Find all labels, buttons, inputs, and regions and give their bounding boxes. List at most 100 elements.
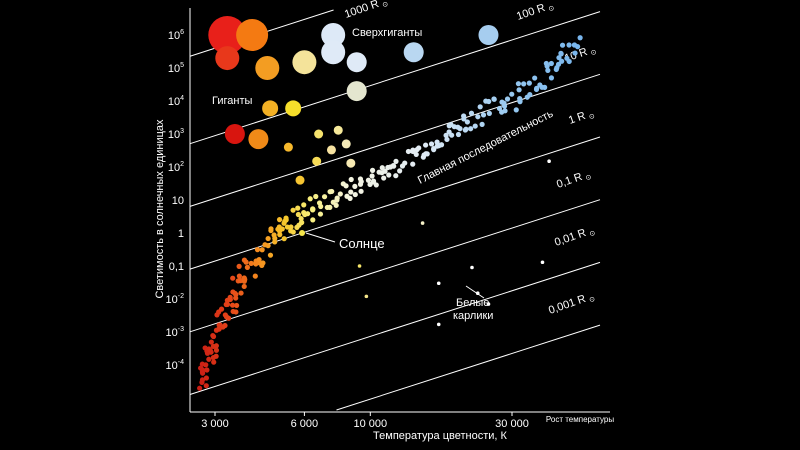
main-sequence-point (382, 168, 388, 174)
main-sequence-point (527, 91, 533, 98)
main-sequence-point (352, 183, 358, 189)
main-sequence-point (548, 60, 554, 67)
star-point (312, 156, 322, 166)
supergiants-label: Сверхгиганты (352, 27, 422, 39)
main-sequence-point (343, 183, 349, 189)
main-sequence-point (532, 75, 538, 81)
main-sequence-point (281, 236, 287, 242)
star-point (236, 19, 269, 51)
white-dwarf-point (540, 260, 545, 265)
main-sequence-point (248, 260, 254, 266)
main-sequence-point (333, 202, 339, 208)
main-sequence-point (577, 35, 583, 41)
main-sequence-point (213, 343, 219, 349)
white-dwarf-point (436, 322, 441, 327)
star-point (333, 125, 343, 135)
main-sequence-point (236, 273, 242, 279)
main-sequence-point (369, 167, 376, 173)
radius-line-label: 0,01 R ⊙ (553, 224, 596, 250)
x-tick-label: 10 000 (353, 418, 387, 430)
star-point (248, 129, 269, 150)
main-sequence-point (347, 195, 353, 202)
main-sequence-point (559, 58, 565, 64)
main-sequence-point (564, 55, 570, 61)
main-sequence-point (226, 315, 232, 321)
main-sequence-point (290, 207, 296, 213)
main-sequence-point (265, 235, 271, 242)
main-sequence-point (256, 257, 262, 263)
main-sequence-point (483, 98, 489, 104)
star-point (314, 129, 324, 139)
main-sequence-point (516, 87, 522, 93)
main-sequence-point (393, 158, 399, 164)
main-sequence-point (254, 247, 261, 253)
main-sequence-point (290, 229, 296, 235)
x-axis-label: Температура цветности, К (373, 430, 507, 442)
y-tick-label: 105 (168, 62, 184, 75)
main-sequence-point (566, 42, 572, 48)
y-tick-label: 1 (178, 228, 184, 240)
main-sequence-point (526, 80, 532, 86)
main-sequence-point (252, 273, 258, 279)
main-sequence-point (206, 356, 212, 362)
y-tick-label: 103 (168, 128, 184, 141)
main-sequence-point (298, 220, 305, 226)
star-point (262, 100, 279, 117)
main-sequence-point (464, 119, 470, 125)
sun-label: Солнце (339, 236, 385, 251)
star-point (341, 139, 351, 149)
main-sequence-point (210, 332, 216, 339)
main-sequence-point (211, 359, 217, 365)
star-point (208, 16, 247, 54)
x-tick-labels: 3 000 6 000 10 000 30 000 (201, 412, 529, 430)
main-sequence-point (253, 261, 259, 267)
main-sequence-point (268, 226, 274, 232)
main-sequence-point (241, 275, 247, 281)
main-sequence-point (559, 42, 566, 48)
main-sequence-point (556, 55, 562, 61)
star-point (283, 142, 293, 152)
y-tick-label: 10 (172, 195, 184, 207)
main-sequence-point (222, 322, 228, 329)
white-dwarf-point (547, 159, 551, 163)
main-sequence-point (468, 110, 475, 116)
main-sequence-point (271, 232, 277, 238)
main-sequence-point (279, 226, 285, 232)
main-sequence-point (227, 294, 233, 300)
main-sequence-point (455, 124, 461, 130)
white-dwarf-point (470, 265, 474, 270)
sun-point (299, 230, 306, 236)
x-direction-note: Рост температуры (546, 415, 614, 424)
star-point (255, 56, 280, 80)
main-sequence-point (428, 141, 435, 147)
main-sequence-point (262, 242, 268, 248)
main-sequence-point (197, 385, 203, 391)
main-sequence-point (233, 309, 239, 315)
main-sequence-point (369, 173, 375, 179)
main-sequence-point (515, 81, 522, 87)
main-sequence-point (542, 84, 548, 90)
main-sequence-point (283, 217, 289, 223)
main-sequence-point (213, 347, 220, 353)
main-sequence-point (276, 217, 283, 223)
star-point (403, 42, 424, 63)
star-point (478, 25, 499, 45)
radius-line-label: 0,1 R ⊙ (555, 168, 593, 192)
main-sequence-point (348, 189, 354, 195)
main-sequence-point (238, 290, 244, 296)
y-tick-label: 10-4 (166, 359, 185, 372)
radius-line (189, 199, 601, 333)
main-sequence-point (337, 191, 343, 197)
main-sequence-point (423, 142, 429, 148)
y-tick-label: 104 (168, 95, 184, 108)
star-point (346, 52, 367, 73)
main-sequence-point (446, 129, 452, 135)
main-sequence-point (509, 91, 515, 97)
main-sequence-point (310, 206, 316, 212)
main-sequence-point (267, 252, 274, 258)
radius-line (189, 11, 601, 145)
main-sequence-point (203, 375, 210, 381)
main-sequence-point (234, 302, 240, 309)
main-sequence-point (477, 104, 483, 110)
